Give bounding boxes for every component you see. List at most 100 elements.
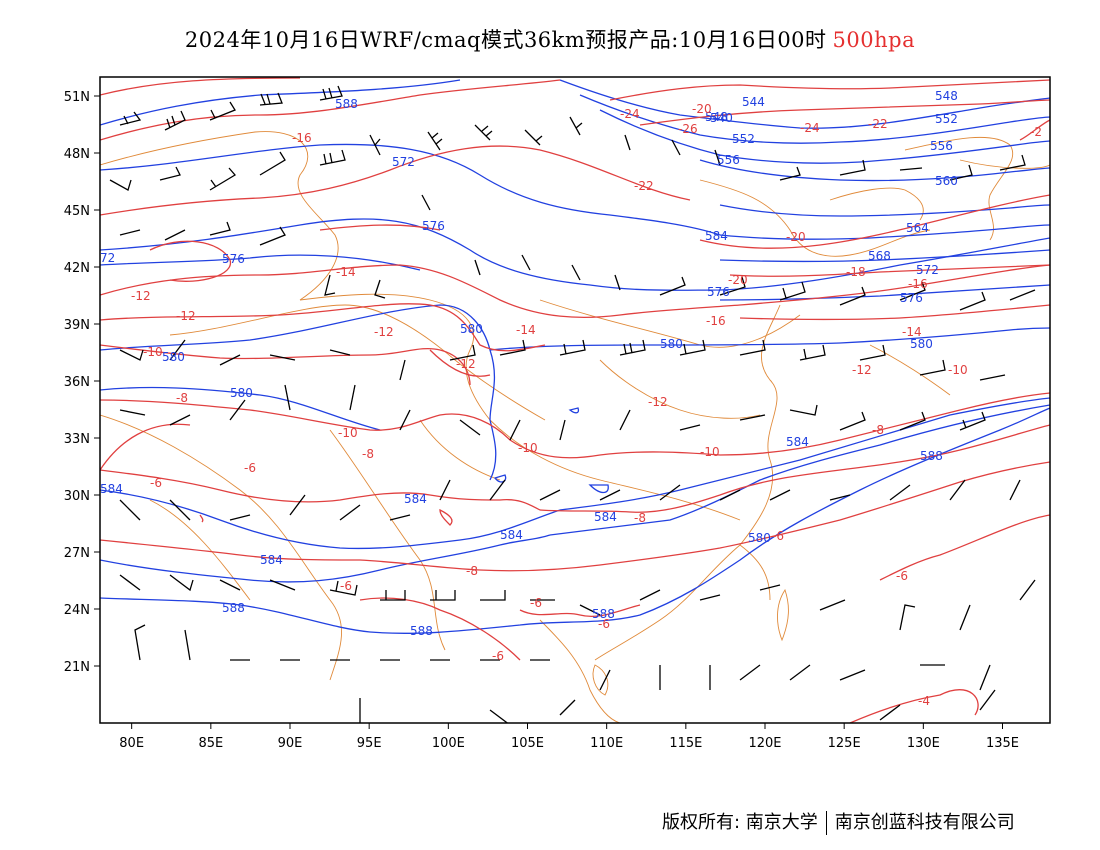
contour-label: 572 — [916, 263, 939, 277]
contour-label: 580 — [910, 337, 933, 351]
contour-label: -6 — [244, 461, 256, 475]
contour-label: 576 — [422, 219, 445, 233]
lon-tick-label: 125E — [828, 736, 861, 751]
contour-label: 584 — [705, 229, 728, 243]
contour-label: -12 — [852, 363, 872, 377]
contour-label: 556 — [717, 153, 740, 167]
contour-label: -22 — [634, 179, 654, 193]
footer-divider — [825, 811, 827, 835]
contour-label: -14 — [516, 323, 536, 337]
lat-tick-label: 30N — [64, 489, 90, 504]
contour-label: 580 — [460, 322, 483, 336]
lon-tick-label: 105E — [511, 736, 544, 751]
lat-tick-label: 21N — [64, 660, 90, 675]
contour-label: 560 — [935, 174, 958, 188]
contour-label: -14 — [902, 325, 922, 339]
lon-tick-label: 130E — [907, 736, 940, 751]
lat-tick-label: 33N — [64, 432, 90, 447]
lat-tick-label: 39N — [64, 318, 90, 333]
contour-label: -20 — [786, 230, 806, 244]
lon-tick-label: 115E — [669, 736, 702, 751]
contour-label: -6 — [340, 579, 352, 593]
contour-label: -4 — [918, 694, 930, 708]
contour-label: -6 — [772, 529, 784, 543]
contour-label: 584 — [594, 510, 617, 524]
contour-label: 544 — [742, 95, 765, 109]
contour-label: 548 — [935, 89, 958, 103]
latitude-axis: 51N 48N 45N 42N 39N 36N 33N 30N 27N 24N 21N — [64, 90, 90, 675]
lon-tick-label: 95E — [357, 736, 382, 751]
contour-label: -16 — [706, 314, 726, 328]
contour-label: -6 — [492, 649, 504, 663]
contour-label: 548 — [705, 110, 728, 124]
contour-label: -12 — [648, 395, 668, 409]
contour-label: 584 — [500, 528, 523, 542]
contour-label: 588 — [592, 607, 615, 621]
contour-label: -24 — [800, 121, 820, 135]
contour-label: -18 — [846, 265, 866, 279]
lat-tick-label: 36N — [64, 375, 90, 390]
contour-label: 580 — [660, 337, 683, 351]
contour-label: -10 — [700, 445, 720, 459]
geopotential-contours — [100, 79, 1050, 634]
contour-label: -6 — [150, 476, 162, 490]
contour-label: -22 — [868, 117, 888, 131]
contour-label: 588 — [410, 624, 433, 638]
contour-label: 584 — [260, 553, 283, 567]
contour-label: 584 — [100, 482, 123, 496]
contour-label: 556 — [930, 139, 953, 153]
lat-tick-label: 42N — [64, 261, 90, 276]
contour-label: 552 — [935, 112, 958, 126]
contour-label: 568 — [868, 249, 891, 263]
contour-label: -8 — [466, 564, 478, 578]
copyright-owner: 版权所有: 南京大学 — [662, 812, 818, 833]
lon-tick-label: 110E — [590, 736, 623, 751]
contour-label: 584 — [786, 435, 809, 449]
contour-label: 572 — [392, 155, 415, 169]
contour-label: -8 — [362, 447, 374, 461]
contour-label: -10 — [518, 441, 538, 455]
contour-label: 564 — [906, 221, 929, 235]
plot-area — [100, 77, 1050, 723]
lon-tick-label: 100E — [432, 736, 465, 751]
copyright-footer: 版权所有: 南京大学 南京创蓝科技有限公司 — [662, 808, 1015, 835]
lon-tick-label: 80E — [119, 736, 144, 751]
contour-label: 580 — [230, 386, 253, 400]
contour-label: -6 — [598, 617, 610, 631]
contour-label: -8 — [634, 511, 646, 525]
contour-label: 588 — [222, 601, 245, 615]
contour-label: 588 — [920, 449, 943, 463]
contour-label: -14 — [336, 265, 356, 279]
lat-tick-label: 27N — [64, 546, 90, 561]
contour-label: -10 — [948, 363, 968, 377]
geopotential-labels: 588 572 576 576 580 580 580 584 584 588 … — [100, 89, 958, 638]
contour-label: 576 — [222, 252, 245, 266]
contour-label: -6 — [530, 596, 542, 610]
contour-label: 584 — [404, 492, 427, 506]
lon-tick-label: 135E — [986, 736, 1019, 751]
contour-label: -10 — [143, 345, 163, 359]
lon-tick-label: 85E — [198, 736, 223, 751]
contour-label: -12 — [374, 325, 394, 339]
title-text: 2024年10月16日WRF/cmaq模式36km预报产品:10月16日00时 — [184, 28, 827, 52]
contour-label: 588 — [335, 97, 358, 111]
lat-tick-label: 51N — [64, 90, 90, 105]
plot-frame — [99, 76, 1051, 724]
contour-label: -26 — [678, 122, 698, 136]
longitude-axis: 80E 85E 90E 95E 100E 105E 110E 115E 120E 125E 130E… — [119, 736, 1019, 751]
wind-barbs — [109, 85, 1036, 723]
contour-label: -2 — [1030, 125, 1042, 139]
lon-tick-label: 90E — [278, 736, 303, 751]
contour-label: 576 — [900, 291, 923, 305]
contour-label: -16 — [908, 277, 928, 291]
contour-label: 580 — [162, 350, 185, 364]
contour-label: -24 — [620, 107, 640, 121]
copyright-company: 南京创蓝科技有限公司 — [834, 812, 1015, 833]
contour-label: -8 — [872, 423, 884, 437]
contour-label: -10 — [338, 426, 358, 440]
lat-tick-label: 24N — [64, 603, 90, 618]
contour-label: 576 — [707, 285, 730, 299]
contour-label: 72 — [100, 251, 115, 265]
lon-tick-label: 120E — [748, 736, 781, 751]
